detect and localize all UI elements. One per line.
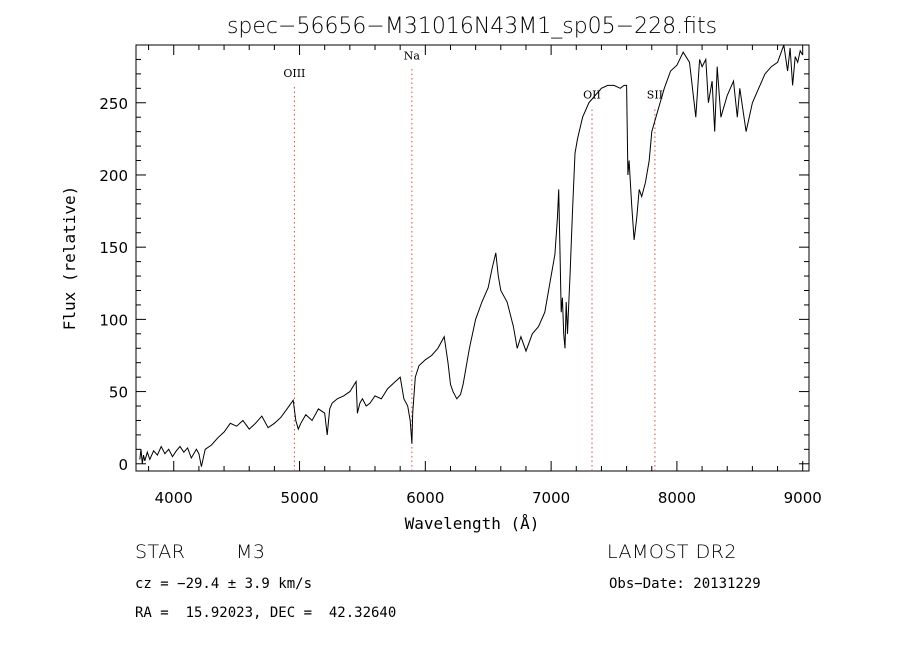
marker-label: OII — [583, 88, 601, 101]
y-tick-label: 0 — [118, 456, 128, 474]
y-tick-label: 250 — [99, 95, 128, 113]
marker-label: SII — [647, 88, 663, 101]
x-tick-label: 8000 — [658, 489, 696, 507]
marker-label: Na — [404, 49, 421, 62]
obs-date: Obs−Date: 20131229 — [609, 576, 761, 592]
plot-frame — [135, 44, 810, 472]
y-tick-label: 100 — [99, 311, 128, 329]
x-tick-label: 9000 — [784, 489, 822, 507]
coordinates-readout: RA = 15.92023, DEC = 42.32640 — [135, 605, 397, 621]
object-subclass: M3 — [236, 541, 266, 563]
x-axis-label: Wavelength (Å) — [405, 514, 540, 533]
y-tick-label: 200 — [99, 167, 128, 185]
y-axis-label: Flux (relative) — [60, 186, 79, 331]
marker-label: OIII — [283, 67, 305, 80]
x-tick-label: 7000 — [532, 489, 570, 507]
y-tick-label: 50 — [109, 384, 128, 402]
object-type: STAR — [135, 541, 186, 563]
chart-title: spec−56656−M31016N43M1_sp05−228.fits — [227, 14, 717, 39]
spectrum-line — [139, 45, 804, 467]
plot-content: 4000 5000 6000 7000 8000 9000 0 50 100 150 200 250 O… — [99, 45, 822, 507]
y-tick-label: 150 — [99, 239, 128, 257]
survey-name: LAMOST DR2 — [607, 541, 737, 563]
redshift-readout: cz = −29.4 ± 3.9 km/s — [135, 576, 313, 592]
x-tick-label: 5000 — [280, 489, 318, 507]
x-tick-label: 6000 — [406, 489, 444, 507]
x-tick-label: 4000 — [155, 489, 193, 507]
